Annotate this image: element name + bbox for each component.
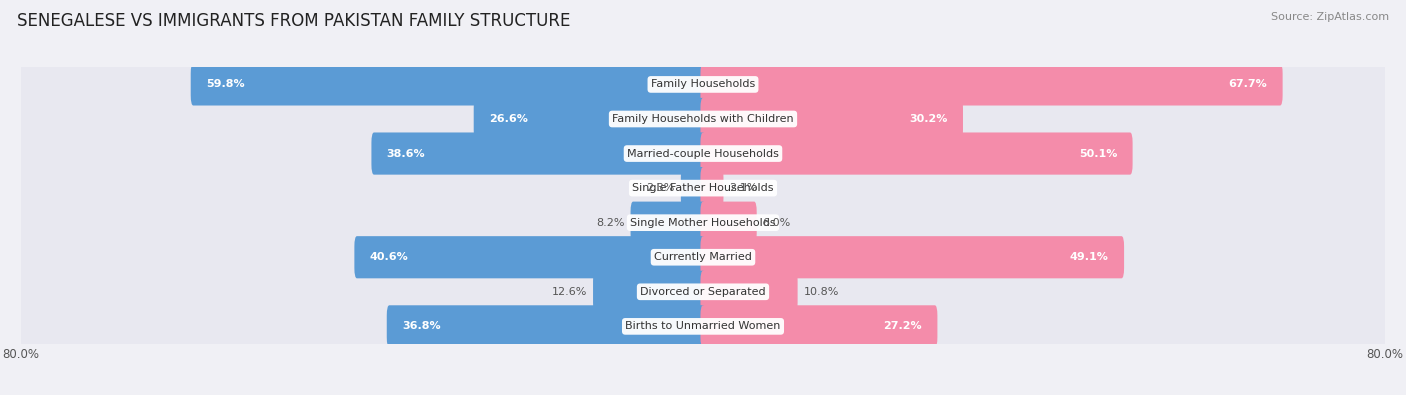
Text: Currently Married: Currently Married [654, 252, 752, 262]
Text: Single Mother Households: Single Mother Households [630, 218, 776, 228]
FancyBboxPatch shape [700, 63, 1282, 105]
FancyBboxPatch shape [14, 265, 1392, 319]
Text: 40.6%: 40.6% [370, 252, 409, 262]
FancyBboxPatch shape [700, 132, 1133, 175]
Text: 8.2%: 8.2% [596, 218, 624, 228]
Text: 6.0%: 6.0% [762, 218, 792, 228]
FancyBboxPatch shape [14, 299, 1392, 353]
Text: Source: ZipAtlas.com: Source: ZipAtlas.com [1271, 12, 1389, 22]
Text: 2.3%: 2.3% [647, 183, 675, 193]
FancyBboxPatch shape [14, 58, 1392, 111]
Text: 2.1%: 2.1% [730, 183, 758, 193]
FancyBboxPatch shape [700, 201, 756, 244]
Text: 36.8%: 36.8% [402, 322, 440, 331]
FancyBboxPatch shape [387, 305, 706, 348]
FancyBboxPatch shape [700, 271, 797, 313]
Text: 50.1%: 50.1% [1078, 149, 1118, 158]
Text: Single Father Households: Single Father Households [633, 183, 773, 193]
FancyBboxPatch shape [14, 230, 1392, 284]
FancyBboxPatch shape [593, 271, 706, 313]
FancyBboxPatch shape [681, 167, 706, 209]
FancyBboxPatch shape [700, 236, 1123, 278]
Text: Divorced or Separated: Divorced or Separated [640, 287, 766, 297]
FancyBboxPatch shape [700, 98, 963, 140]
FancyBboxPatch shape [371, 132, 706, 175]
FancyBboxPatch shape [630, 201, 706, 244]
FancyBboxPatch shape [700, 305, 938, 348]
Text: 30.2%: 30.2% [910, 114, 948, 124]
Text: 59.8%: 59.8% [207, 79, 245, 89]
FancyBboxPatch shape [14, 92, 1392, 146]
FancyBboxPatch shape [191, 63, 706, 105]
Text: Family Households: Family Households [651, 79, 755, 89]
FancyBboxPatch shape [474, 98, 706, 140]
FancyBboxPatch shape [354, 236, 706, 278]
Text: 38.6%: 38.6% [387, 149, 426, 158]
Text: 49.1%: 49.1% [1070, 252, 1109, 262]
Text: Married-couple Households: Married-couple Households [627, 149, 779, 158]
Text: SENEGALESE VS IMMIGRANTS FROM PAKISTAN FAMILY STRUCTURE: SENEGALESE VS IMMIGRANTS FROM PAKISTAN F… [17, 12, 571, 30]
Text: 27.2%: 27.2% [883, 322, 922, 331]
FancyBboxPatch shape [700, 167, 724, 209]
FancyBboxPatch shape [14, 196, 1392, 250]
Text: 10.8%: 10.8% [804, 287, 839, 297]
FancyBboxPatch shape [14, 126, 1392, 181]
FancyBboxPatch shape [14, 161, 1392, 215]
Text: Births to Unmarried Women: Births to Unmarried Women [626, 322, 780, 331]
Text: 26.6%: 26.6% [489, 114, 527, 124]
Text: 12.6%: 12.6% [551, 287, 588, 297]
Text: Family Households with Children: Family Households with Children [612, 114, 794, 124]
Text: 67.7%: 67.7% [1229, 79, 1267, 89]
